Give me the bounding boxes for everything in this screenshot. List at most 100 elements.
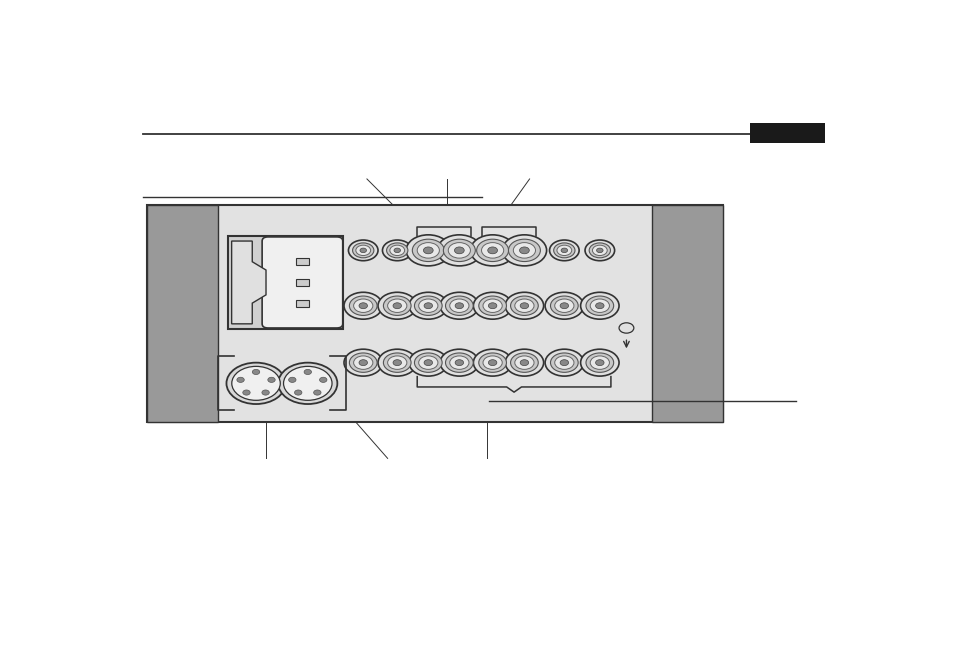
Circle shape (580, 292, 618, 319)
Circle shape (358, 303, 367, 308)
Circle shape (585, 353, 613, 372)
Circle shape (554, 299, 574, 312)
Circle shape (232, 366, 280, 401)
Circle shape (510, 353, 537, 372)
Circle shape (283, 366, 332, 401)
Circle shape (618, 323, 633, 333)
Circle shape (487, 247, 497, 254)
Circle shape (358, 360, 367, 366)
Circle shape (476, 239, 508, 261)
Circle shape (348, 240, 377, 261)
Circle shape (406, 235, 450, 266)
Circle shape (557, 245, 571, 255)
Circle shape (470, 235, 515, 266)
Circle shape (449, 299, 469, 312)
Circle shape (595, 360, 603, 366)
Bar (295, 300, 309, 306)
Circle shape (414, 296, 441, 315)
Circle shape (553, 243, 575, 258)
Circle shape (354, 299, 373, 312)
Circle shape (377, 349, 416, 376)
Circle shape (226, 363, 285, 404)
Circle shape (549, 240, 578, 261)
Circle shape (390, 245, 404, 255)
Circle shape (505, 349, 543, 376)
Circle shape (505, 292, 543, 319)
Circle shape (268, 377, 274, 382)
Circle shape (584, 240, 614, 261)
Circle shape (559, 303, 568, 308)
Circle shape (445, 353, 473, 372)
Circle shape (590, 299, 609, 312)
Circle shape (449, 356, 469, 370)
Circle shape (510, 296, 537, 315)
Circle shape (393, 303, 401, 308)
Circle shape (436, 235, 481, 266)
Circle shape (383, 353, 411, 372)
Circle shape (550, 353, 578, 372)
Circle shape (418, 299, 437, 312)
Circle shape (387, 356, 406, 370)
Circle shape (383, 296, 411, 315)
Circle shape (439, 292, 478, 319)
Circle shape (455, 303, 463, 308)
Circle shape (445, 296, 473, 315)
Circle shape (289, 377, 295, 382)
Circle shape (424, 303, 432, 308)
Bar (147, 205, 722, 422)
Circle shape (354, 356, 373, 370)
Circle shape (252, 370, 259, 374)
Circle shape (344, 292, 382, 319)
Circle shape (409, 292, 447, 319)
Circle shape (488, 303, 497, 308)
Circle shape (377, 292, 416, 319)
Circle shape (424, 360, 432, 366)
Circle shape (515, 299, 534, 312)
Circle shape (592, 245, 606, 255)
Circle shape (580, 349, 618, 376)
Circle shape (319, 377, 327, 382)
Circle shape (513, 243, 535, 258)
Circle shape (473, 349, 512, 376)
Circle shape (550, 296, 578, 315)
Circle shape (481, 243, 503, 258)
Circle shape (278, 363, 337, 404)
Polygon shape (232, 241, 266, 324)
Circle shape (519, 303, 528, 308)
Circle shape (394, 248, 400, 253)
Bar (295, 258, 309, 265)
Circle shape (559, 360, 568, 366)
Circle shape (554, 356, 574, 370)
Circle shape (589, 243, 610, 258)
Circle shape (314, 390, 321, 395)
Circle shape (454, 247, 464, 254)
Circle shape (560, 248, 567, 253)
Circle shape (544, 349, 583, 376)
Circle shape (455, 360, 463, 366)
Circle shape (595, 303, 603, 308)
Circle shape (418, 356, 437, 370)
Circle shape (393, 360, 401, 366)
Circle shape (443, 239, 475, 261)
Circle shape (590, 356, 609, 370)
Circle shape (515, 356, 534, 370)
Circle shape (473, 292, 512, 319)
Circle shape (482, 299, 501, 312)
Circle shape (359, 248, 366, 253)
Circle shape (409, 349, 447, 376)
Circle shape (349, 353, 376, 372)
Circle shape (448, 243, 470, 258)
Bar (228, 236, 342, 329)
Circle shape (416, 243, 439, 258)
Circle shape (382, 240, 412, 261)
Circle shape (508, 239, 539, 261)
Circle shape (387, 299, 406, 312)
Circle shape (242, 390, 250, 395)
Circle shape (482, 356, 501, 370)
Circle shape (501, 235, 546, 266)
Bar (295, 279, 309, 286)
Circle shape (294, 390, 301, 395)
Circle shape (349, 296, 376, 315)
Circle shape (412, 239, 444, 261)
FancyBboxPatch shape (262, 237, 342, 328)
